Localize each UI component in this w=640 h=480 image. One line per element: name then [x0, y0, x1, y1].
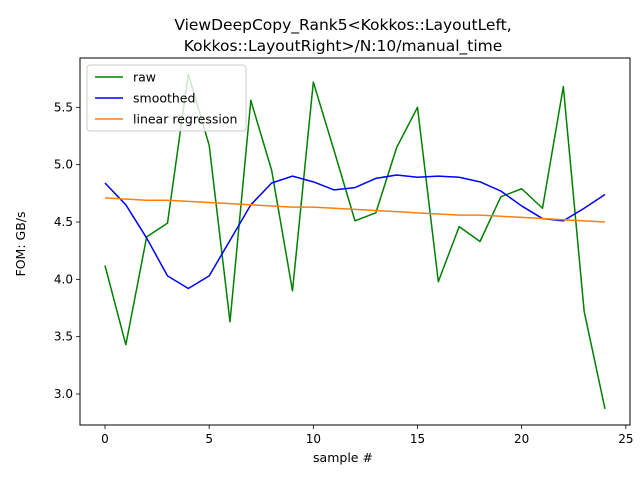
- y-tick-label: 4.0: [54, 272, 73, 286]
- y-tick-label: 3.5: [54, 330, 73, 344]
- plot-area-frame: [79, 57, 631, 426]
- y-tick-label: 5.5: [54, 100, 73, 114]
- y-tick-label: 3.0: [54, 387, 73, 401]
- x-tick-label: 5: [205, 432, 213, 446]
- x-tick-label: 20: [514, 432, 529, 446]
- legend-box: [86, 64, 247, 132]
- legend-label-raw: raw: [133, 70, 156, 85]
- x-tick-label: 10: [306, 432, 321, 446]
- y-tick-label: 5.0: [54, 158, 73, 172]
- series-line-smoothed: [104, 174, 606, 290]
- y-tick-label: 4.5: [54, 215, 73, 229]
- series-line-linear-regression: [104, 197, 606, 223]
- legend-label-smoothed: smoothed: [133, 91, 195, 106]
- chart-title-line-2: Kokkos::LayoutRight>/N:10/manual_time: [184, 37, 503, 56]
- axis-ticks-group: 0 5 10 15 20 25 3.0 3.5 4.0 4.5 5.0 5.5: [54, 100, 634, 446]
- y-axis-label: FOM: GB/s: [13, 212, 28, 277]
- chart-title-line-1: ViewDeepCopy_Rank5<Kokkos::LayoutLeft,: [174, 16, 511, 35]
- x-tick-label: 15: [410, 432, 425, 446]
- legend-label-linear-regression: linear regression: [133, 112, 237, 127]
- x-tick-label: 25: [618, 432, 633, 446]
- x-tick-label: 0: [101, 432, 109, 446]
- legend: raw smoothed linear regression: [86, 64, 247, 132]
- x-axis-label: sample #: [313, 450, 373, 465]
